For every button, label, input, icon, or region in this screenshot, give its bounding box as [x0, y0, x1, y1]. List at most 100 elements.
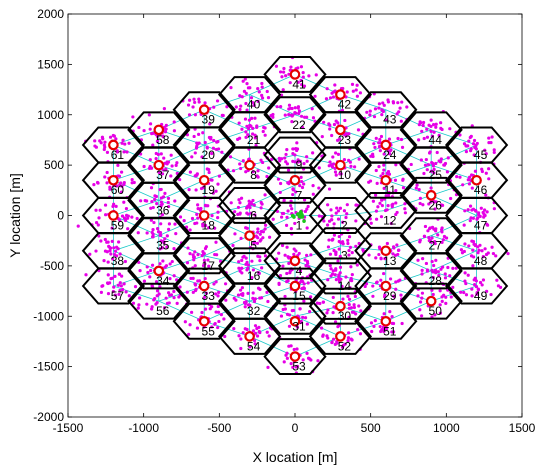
cell-id-label: 14 — [338, 279, 352, 293]
ue-point — [200, 155, 204, 159]
ue-point — [329, 274, 333, 278]
ue-point — [113, 249, 118, 253]
ue-point — [278, 159, 282, 163]
ue-point — [131, 115, 135, 119]
axes: -1500 -1000 -500 0 500 1000 1500-2000-1500-100… — [33, 7, 535, 435]
ue-point — [76, 224, 80, 228]
ue-point — [207, 167, 211, 172]
ue-point — [474, 279, 478, 283]
ue-point — [429, 124, 433, 129]
y-tick-label: -500 — [40, 259, 64, 273]
ue-point — [482, 208, 487, 212]
ue-point — [165, 245, 169, 249]
ue-point — [217, 290, 221, 294]
ue-point — [145, 265, 149, 269]
ue-point — [322, 120, 326, 124]
ue-point — [192, 255, 196, 259]
ue-point — [106, 292, 111, 296]
ue-point — [469, 147, 473, 151]
ue-point — [466, 273, 470, 277]
ue-point — [216, 147, 221, 151]
ue-point — [245, 226, 249, 230]
ue-point — [266, 96, 271, 100]
ue-point — [238, 162, 242, 166]
ue-point — [172, 247, 176, 251]
hex-cell — [127, 111, 191, 149]
ue-point — [193, 100, 197, 105]
ue-point — [212, 138, 216, 143]
ue-point — [314, 73, 318, 77]
ue-point — [283, 156, 287, 160]
ue-point — [292, 347, 296, 352]
ue-point — [398, 106, 402, 110]
ue-point — [489, 141, 493, 145]
ue-point — [328, 96, 333, 100]
ue-point — [471, 142, 476, 146]
ue-point — [331, 337, 336, 341]
ue-point — [261, 236, 265, 240]
ue-point — [178, 285, 182, 289]
ue-point — [346, 336, 351, 340]
serving-ue-point — [302, 219, 306, 223]
ue-point — [309, 253, 313, 257]
ue-point — [300, 83, 304, 87]
ue-point — [425, 135, 430, 139]
ue-point — [260, 81, 264, 86]
ue-point — [152, 298, 156, 302]
ue-point — [241, 79, 245, 83]
ue-point — [142, 164, 146, 169]
ue-point — [327, 238, 331, 242]
ue-point — [295, 141, 299, 145]
ue-point — [244, 135, 248, 139]
ue-point — [482, 212, 486, 216]
ue-point — [208, 307, 212, 311]
ue-point — [148, 122, 153, 126]
base-station-marker — [153, 124, 165, 136]
ue-point — [305, 226, 309, 230]
hex-cell — [217, 317, 282, 355]
ue-point — [250, 259, 254, 263]
ue-point — [288, 269, 292, 273]
ue-point — [330, 218, 334, 222]
ue-point — [367, 253, 371, 257]
ue-point — [244, 91, 248, 95]
ue-point — [356, 128, 361, 132]
cell-id-label: 17 — [202, 259, 216, 273]
ue-point — [245, 108, 249, 112]
ue-point — [346, 241, 350, 246]
cell-id-label: 3 — [341, 249, 348, 263]
ue-point — [170, 259, 174, 264]
ue-point — [435, 150, 439, 155]
ue-point — [239, 104, 243, 108]
ue-point — [326, 245, 331, 249]
ue-point — [400, 321, 404, 326]
ue-point — [106, 260, 110, 264]
ue-point — [382, 271, 386, 276]
ue-point — [306, 261, 310, 266]
base-station-marker — [335, 159, 346, 171]
ue-point — [298, 269, 303, 273]
ue-point — [228, 155, 233, 159]
ue-point — [103, 175, 107, 179]
ue-point — [462, 290, 466, 295]
hex-cell — [217, 217, 282, 255]
ue-point — [347, 235, 352, 239]
ue-point — [439, 160, 443, 164]
ue-point — [320, 135, 324, 139]
ue-point — [158, 262, 162, 266]
ue-point — [165, 234, 169, 238]
ue-point — [251, 132, 255, 136]
ue-point — [331, 155, 335, 159]
ue-point — [302, 286, 307, 291]
ue-point — [444, 295, 448, 299]
ue-point — [434, 229, 438, 233]
ue-point — [253, 133, 257, 137]
ue-point — [188, 228, 192, 232]
ue-point — [289, 113, 294, 117]
ue-point — [113, 293, 117, 297]
ue-point — [426, 229, 430, 233]
ue-point — [301, 315, 305, 320]
ue-point — [278, 190, 282, 195]
ue-point — [232, 326, 236, 331]
ue-point — [163, 237, 167, 241]
